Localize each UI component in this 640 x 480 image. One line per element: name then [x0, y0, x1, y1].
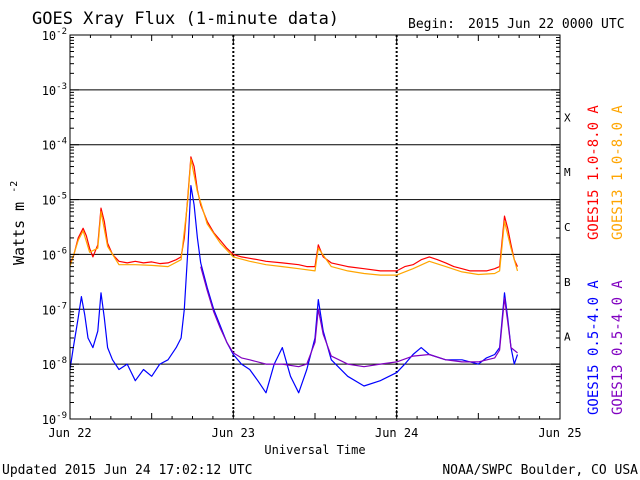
footer-credit: NOAA/SWPC Boulder, CO USA: [442, 463, 638, 478]
y-tick-label: 10-4: [42, 137, 67, 153]
y-tick-label-base: 10: [42, 29, 56, 43]
y-tick-label-exp: -2: [56, 27, 67, 37]
y-tick-label: 10-8: [42, 356, 67, 372]
x-axis-label: Universal Time: [264, 443, 365, 457]
y-tick-label-base: 10: [42, 84, 56, 98]
series-line-2: [69, 185, 519, 394]
flare-class-X: X: [564, 111, 571, 124]
begin-value: 2015 Jun 22 0000 UTC: [468, 17, 625, 32]
x-tick-labels: Jun 22 Jun 23 Jun 24 Jun 25: [48, 426, 581, 440]
flare-class-C: C: [564, 221, 571, 234]
legend-entry-0: GOES15 1.0-8.0 A: [586, 105, 602, 240]
chart-title: GOES Xray Flux (1-minute data): [32, 9, 339, 29]
legend-entry-3: GOES13 0.5-4.0 A: [610, 280, 626, 415]
y-tick-label: 10-7: [42, 301, 67, 317]
y-axis-label-exp: -2: [9, 181, 20, 193]
begin-label: Begin:: [408, 17, 455, 32]
flare-class-labels: X M C B A: [564, 111, 571, 343]
legend: GOES15 1.0-8.0 A GOES13 1.0-8.0 A GOES15 0…: [586, 105, 626, 415]
axis-ticks: [69, 34, 561, 420]
grid: [70, 35, 560, 419]
footer-updated: Updated 2015 Jun 24 17:02:12 UTC: [2, 463, 252, 478]
y-tick-label-exp: -6: [56, 246, 67, 256]
flare-class-A: A: [564, 331, 571, 344]
y-tick-label-base: 10: [42, 413, 56, 427]
y-tick-label-exp: -5: [56, 192, 67, 202]
x-tick-label: Jun 25: [538, 426, 581, 440]
y-axis-label-base: Watts m: [10, 202, 28, 265]
x-tick-label: Jun 22: [48, 426, 91, 440]
series-line-1: [69, 158, 519, 276]
series-line-3: [200, 266, 518, 368]
x-tick-label: Jun 23: [212, 426, 255, 440]
y-tick-label: 10-2: [42, 27, 67, 43]
series-lines: [69, 156, 519, 394]
legend-entry-2: GOES15 0.5-4.0 A: [586, 280, 602, 415]
y-tick-label-base: 10: [42, 358, 56, 372]
y-tick-label-exp: -3: [56, 82, 67, 92]
x-tick-label: Jun 24: [375, 426, 418, 440]
flare-class-B: B: [564, 276, 571, 289]
legend-entry-1: GOES13 1.0-8.0 A: [610, 105, 626, 240]
y-tick-label-base: 10: [42, 303, 56, 317]
y-tick-label-base: 10: [42, 248, 56, 262]
series-line-0: [69, 156, 519, 272]
y-tick-label: 10-9: [42, 411, 67, 427]
y-tick-label: 10-6: [42, 246, 67, 262]
y-tick-label: 10-3: [42, 82, 67, 98]
y-tick-label-exp: -9: [56, 411, 67, 421]
y-tick-label-exp: -8: [56, 356, 67, 366]
y-axis-label: Watts m -2: [9, 181, 28, 265]
y-tick-label-exp: -7: [56, 301, 67, 311]
y-tick-label-base: 10: [42, 194, 56, 208]
y-tick-label: 10-5: [42, 192, 67, 208]
y-tick-label-exp: -4: [56, 137, 67, 147]
flare-class-M: M: [564, 166, 571, 179]
y-tick-label-base: 10: [42, 139, 56, 153]
plot-frame: [69, 34, 561, 420]
y-tick-labels: 10-210-310-410-510-610-710-810-9: [42, 27, 67, 427]
